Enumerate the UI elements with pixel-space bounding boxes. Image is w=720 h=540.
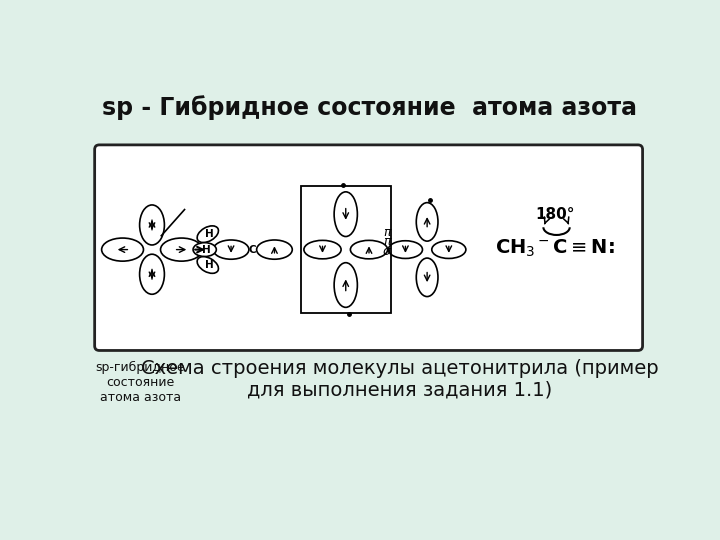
Text: σ: σ xyxy=(383,245,391,258)
Ellipse shape xyxy=(388,241,423,259)
Text: sp-гибридное
состояние
атома азота: sp-гибридное состояние атома азота xyxy=(96,361,185,404)
FancyBboxPatch shape xyxy=(94,145,642,350)
Text: sp - Гибридное состояние  атома азота: sp - Гибридное состояние атома азота xyxy=(102,94,636,119)
Text: H: H xyxy=(205,260,214,270)
Ellipse shape xyxy=(161,238,202,261)
Text: H: H xyxy=(202,245,211,254)
Text: CH$_3$$^-$C$\equiv$N:: CH$_3$$^-$C$\equiv$N: xyxy=(495,238,615,260)
Ellipse shape xyxy=(197,226,218,242)
Ellipse shape xyxy=(416,258,438,296)
Ellipse shape xyxy=(197,256,218,273)
Ellipse shape xyxy=(102,238,143,261)
Ellipse shape xyxy=(213,240,249,259)
Ellipse shape xyxy=(351,240,387,259)
Text: C: C xyxy=(249,245,256,254)
Bar xyxy=(301,186,391,313)
Text: H: H xyxy=(205,229,214,239)
Ellipse shape xyxy=(193,242,216,256)
Ellipse shape xyxy=(416,202,438,241)
Ellipse shape xyxy=(432,241,466,259)
Ellipse shape xyxy=(304,240,341,259)
Text: Схема строения молекулы ацетонитрила (пример
для выполнения задания 1.1): Схема строения молекулы ацетонитрила (пр… xyxy=(141,359,659,400)
Text: π: π xyxy=(383,235,390,248)
Ellipse shape xyxy=(140,205,164,245)
Text: π: π xyxy=(383,226,390,239)
Ellipse shape xyxy=(334,262,357,307)
Ellipse shape xyxy=(334,192,357,237)
Ellipse shape xyxy=(140,254,164,294)
Ellipse shape xyxy=(256,240,292,259)
Text: 180°: 180° xyxy=(535,207,575,222)
